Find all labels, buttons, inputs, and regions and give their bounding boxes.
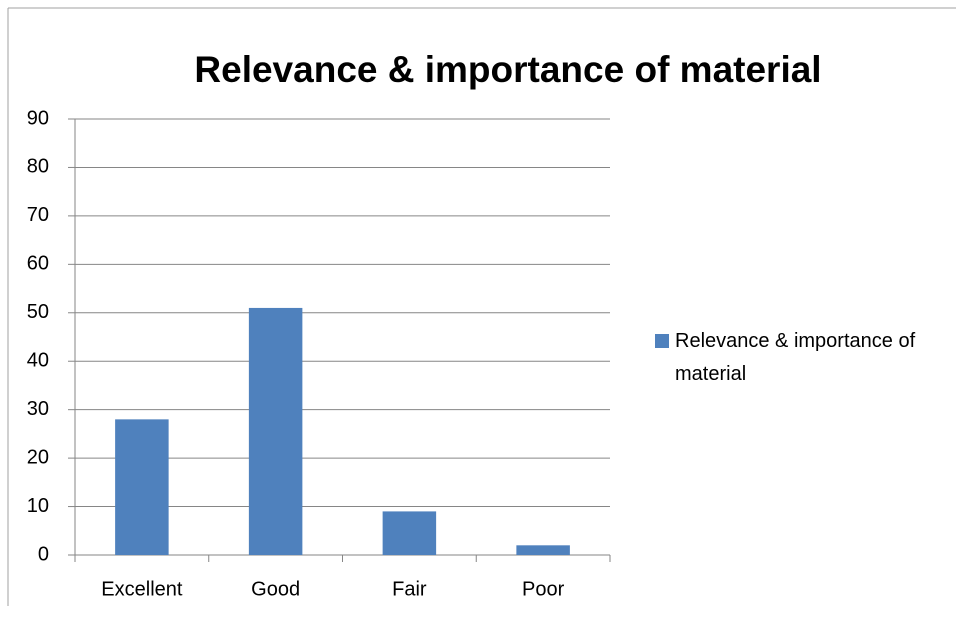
bar	[516, 545, 570, 555]
y-tick-label: 20	[27, 446, 49, 468]
x-tick-label: Good	[251, 578, 300, 600]
y-tick-label: 40	[27, 350, 49, 372]
legend-swatch	[655, 334, 669, 348]
x-tick-label: Excellent	[101, 578, 183, 600]
bar	[115, 419, 169, 555]
x-tick-label: Fair	[392, 578, 427, 600]
chart-title: Relevance & importance of material	[194, 49, 821, 90]
y-tick-label: 0	[38, 543, 49, 565]
x-tick-label: Poor	[522, 578, 565, 600]
bar	[248, 307, 303, 555]
y-tick-label: 30	[27, 398, 49, 420]
y-tick-label: 80	[27, 156, 49, 178]
y-tick-label: 10	[27, 495, 49, 517]
y-tick-label: 50	[27, 301, 49, 323]
y-tick-label: 70	[27, 204, 49, 226]
bar	[382, 511, 437, 555]
legend-label: Relevance & importance of material	[675, 330, 916, 385]
y-tick-label: 90	[27, 107, 49, 129]
y-tick-label: 60	[27, 253, 49, 275]
